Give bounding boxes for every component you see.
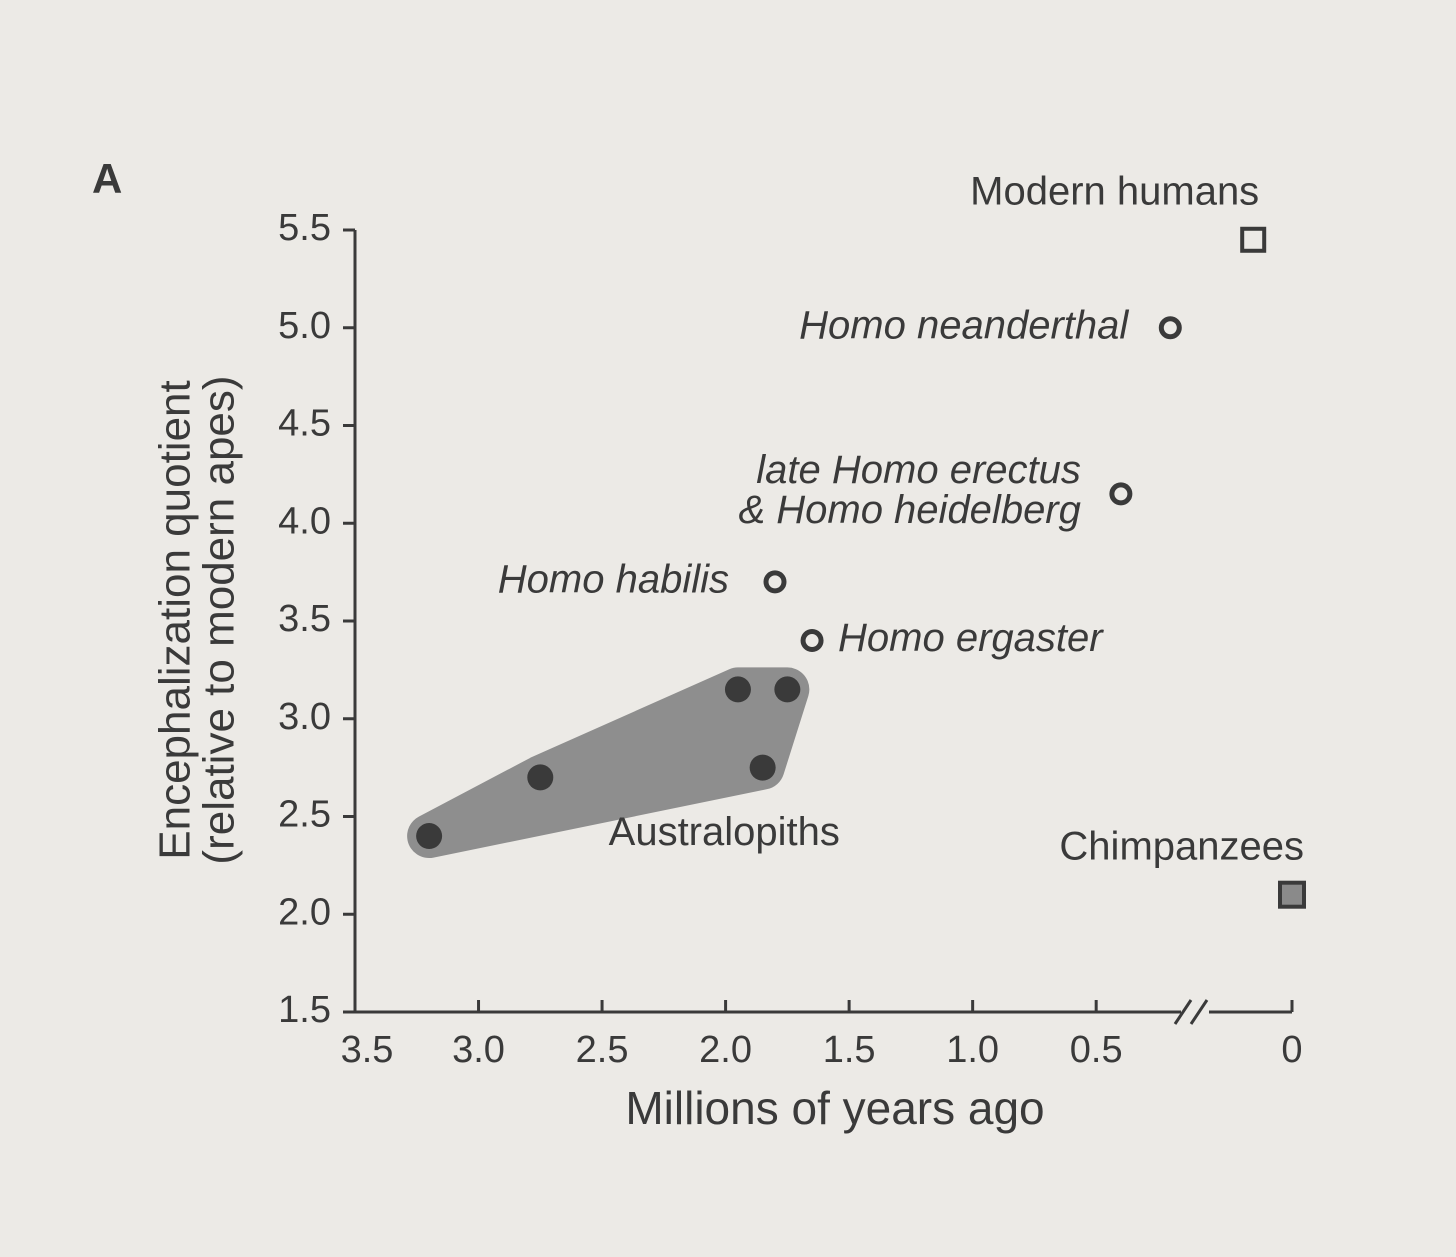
point xyxy=(774,676,801,703)
series-label: Australopiths xyxy=(609,810,840,854)
point xyxy=(1158,316,1182,340)
x-tick-label: 1.0 xyxy=(946,1029,999,1071)
point xyxy=(800,629,824,653)
point xyxy=(1278,880,1306,909)
y-axis-title: (relative to modern apes) xyxy=(195,375,244,864)
y-tick-label: 3.0 xyxy=(278,696,331,738)
y-tick-label: 2.5 xyxy=(278,794,331,836)
y-tick-label: 5.0 xyxy=(278,305,331,347)
axis-break xyxy=(1189,999,1209,1025)
y-axis-title: Encephalization quotient xyxy=(151,380,200,859)
point xyxy=(763,570,787,594)
point xyxy=(724,676,751,703)
series-label: Modern humans xyxy=(970,169,1259,213)
x-tick-label: 3.0 xyxy=(452,1029,505,1071)
group-range xyxy=(407,667,810,859)
x-tick-label: 2.0 xyxy=(699,1029,752,1071)
point xyxy=(1109,482,1133,506)
x-tick-label: 0.5 xyxy=(1070,1029,1123,1071)
y-tick-label: 4.5 xyxy=(278,403,331,445)
series-label: Homo habilis xyxy=(498,557,729,601)
point xyxy=(749,754,776,781)
series-label: Homo neanderthal xyxy=(799,303,1129,347)
y-tick-label: 5.5 xyxy=(278,207,331,249)
y-tick-label: 3.5 xyxy=(278,598,331,640)
series-label: late Homo erectus & Homo heidelberg xyxy=(738,447,1080,531)
series-label: Homo ergaster xyxy=(838,616,1104,660)
x-axis-title: Millions of years ago xyxy=(625,1082,1044,1134)
x-tick-label: 2.5 xyxy=(576,1029,629,1071)
y-tick-label: 4.0 xyxy=(278,500,331,542)
x-tick-label: 3.5 xyxy=(341,1029,394,1071)
y-tick-label: 1.5 xyxy=(278,989,331,1031)
point xyxy=(527,764,554,791)
point xyxy=(416,823,443,850)
x-tick-label: 0 xyxy=(1281,1029,1302,1071)
point xyxy=(1240,226,1267,253)
y-tick-label: 2.0 xyxy=(278,891,331,933)
panel-label: A xyxy=(92,155,122,202)
axis-break xyxy=(1173,999,1193,1025)
x-tick-label: 1.5 xyxy=(823,1029,876,1071)
series-label: Chimpanzees xyxy=(1059,824,1304,868)
